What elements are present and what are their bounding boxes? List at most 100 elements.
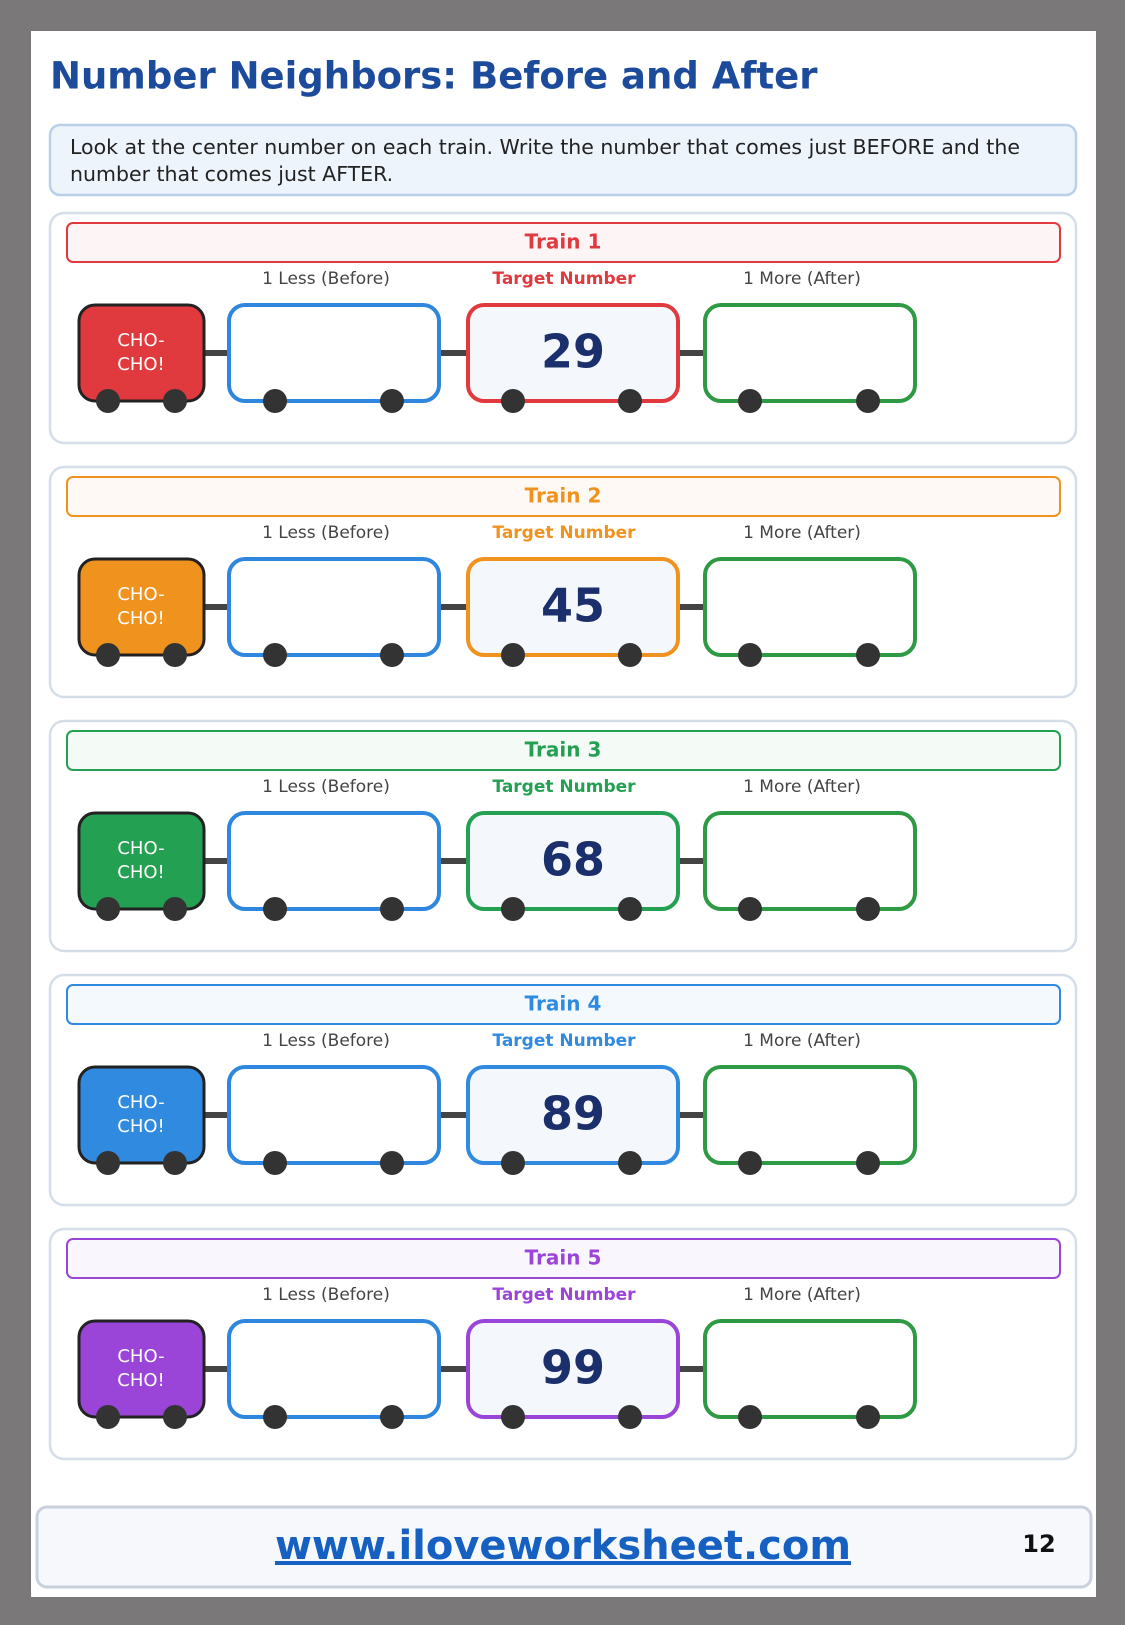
title: Number Neighbors: Before and After — [50, 55, 818, 98]
wheel — [856, 389, 880, 413]
wheel — [380, 643, 404, 667]
wheel — [263, 643, 287, 667]
after-car — [703, 557, 917, 657]
train-label: Train 5 — [525, 1246, 602, 1270]
wheel — [618, 643, 642, 667]
after-car — [703, 303, 917, 403]
wheel — [163, 643, 187, 667]
before-label: 1 Less (Before) — [262, 777, 390, 797]
wheel — [738, 389, 762, 413]
engine-text: CHO- — [117, 1346, 164, 1367]
train-label: Train 4 — [525, 992, 602, 1016]
wheel — [96, 897, 120, 921]
wheel — [618, 389, 642, 413]
wheel — [96, 1151, 120, 1175]
wheel — [618, 897, 642, 921]
after-car — [703, 1319, 917, 1419]
wheel — [96, 1405, 120, 1429]
train-label: Train 2 — [525, 484, 602, 508]
target-label: Target Number — [492, 1031, 636, 1051]
target-label: Target Number — [492, 523, 636, 543]
target-number: 45 — [541, 579, 605, 633]
train-label: Train 1 — [525, 230, 602, 254]
engine-text: CHO! — [117, 1370, 165, 1391]
target-car — [466, 1319, 680, 1419]
train-label-bar — [66, 730, 1061, 771]
before-label: 1 Less (Before) — [262, 1285, 390, 1305]
train-label-bar — [66, 222, 1061, 263]
wheel — [380, 389, 404, 413]
target-label: Target Number — [492, 269, 636, 289]
engine-text: CHO! — [117, 1116, 165, 1137]
engine — [77, 1319, 206, 1419]
target-number: 89 — [541, 1087, 605, 1141]
before-car — [227, 1319, 441, 1419]
wheel — [380, 1405, 404, 1429]
engine-text: CHO- — [117, 584, 164, 605]
target-car — [466, 303, 680, 403]
wheel — [263, 897, 287, 921]
target-number: 29 — [541, 325, 605, 379]
wheel — [380, 897, 404, 921]
wheel — [163, 1405, 187, 1429]
wheel — [618, 1151, 642, 1175]
wheel — [163, 1151, 187, 1175]
wheel — [263, 389, 287, 413]
wheel — [501, 897, 525, 921]
before-label: 1 Less (Before) — [262, 1031, 390, 1051]
instructions-wrap: Look at the center number on each train.… — [70, 135, 1020, 186]
after-label: 1 More (After) — [743, 269, 861, 289]
wheel — [263, 1151, 287, 1175]
after-label: 1 More (After) — [743, 1285, 861, 1305]
wheel — [96, 389, 120, 413]
target-car — [466, 1065, 680, 1165]
train-label-bar — [66, 1238, 1061, 1279]
engine — [77, 811, 206, 911]
footer-url[interactable]: www.iloveworksheet.com — [275, 1523, 851, 1569]
after-car — [703, 811, 917, 911]
train-label-bar — [66, 476, 1061, 517]
target-label: Target Number — [492, 777, 636, 797]
before-car — [227, 811, 441, 911]
engine — [77, 303, 206, 403]
wheel — [501, 389, 525, 413]
before-label: 1 Less (Before) — [262, 269, 390, 289]
instructions: Look at the center number on each train.… — [70, 135, 1020, 186]
train-label: Train 3 — [525, 738, 602, 762]
wheel — [738, 897, 762, 921]
wheel — [163, 389, 187, 413]
target-number: 99 — [541, 1341, 605, 1395]
before-car — [227, 1065, 441, 1165]
wheel — [380, 1151, 404, 1175]
engine-text: CHO- — [117, 1092, 164, 1113]
after-label: 1 More (After) — [743, 1031, 861, 1051]
wheel — [501, 1405, 525, 1429]
after-label: 1 More (After) — [743, 523, 861, 543]
wheel — [856, 897, 880, 921]
before-car — [227, 303, 441, 403]
after-car — [703, 1065, 917, 1165]
wheel — [856, 1405, 880, 1429]
engine-text: CHO- — [117, 838, 164, 859]
target-label: Target Number — [492, 1285, 636, 1305]
wheel — [618, 1405, 642, 1429]
train-label-bar — [66, 984, 1061, 1025]
page-number: 12 — [1022, 1530, 1055, 1558]
wheel — [738, 643, 762, 667]
wheel — [263, 1405, 287, 1429]
target-number: 68 — [541, 833, 605, 887]
wheel — [738, 1151, 762, 1175]
instructions-box — [48, 123, 1078, 197]
engine — [77, 557, 206, 657]
target-car — [466, 811, 680, 911]
footer-box — [35, 1505, 1093, 1589]
engine — [77, 1065, 206, 1165]
after-label: 1 More (After) — [743, 777, 861, 797]
engine-text: CHO- — [117, 330, 164, 351]
target-car — [466, 557, 680, 657]
before-label: 1 Less (Before) — [262, 523, 390, 543]
wheel — [738, 1405, 762, 1429]
wheel — [856, 1151, 880, 1175]
